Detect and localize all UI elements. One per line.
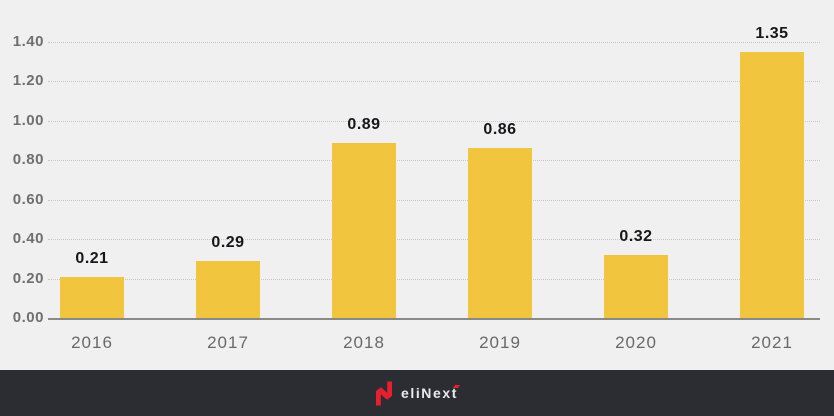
bar-value-label: 0.86 [483,121,517,139]
x-axis-line [48,318,820,320]
x-axis-tick-label: 2018 [343,333,385,352]
bar [468,148,532,318]
gridline [48,239,820,241]
bar-value-label: 0.32 [619,227,653,245]
gridline [48,81,820,83]
x-axis-tick-label: 2020 [615,333,657,352]
y-axis-tick-label: 0.00 [12,309,44,326]
bar [332,142,396,318]
logo-text-main: eliNex [400,385,452,401]
y-axis-tick-label: 1.20 [12,72,44,90]
y-axis-tick-label: 1.40 [12,33,44,50]
gridline [48,120,820,122]
bar [604,254,668,318]
bar-value-label: 0.21 [75,249,109,267]
x-axis-tick-label: 2021 [751,333,793,352]
bar-value-label: 0.29 [211,233,245,251]
gridline [48,278,820,280]
footer-bar: eliNext [0,370,834,416]
y-axis-tick-label: 0.60 [12,190,44,208]
logo-text-accented-letter: t [451,385,459,401]
gridline [48,42,820,43]
y-axis-tick-label: 0.40 [12,230,44,248]
bar-value-label: 0.89 [347,115,381,133]
elinext-logo-wordmark: eliNext [401,386,458,400]
bar-value-label: 1.35 [755,24,789,42]
bar-chart: 0.00 0.20 0.40 0.60 0.80 1.00 1.20 1.40 0.21 2016… [12,24,820,352]
gridline [48,160,820,162]
bar [740,51,804,318]
y-axis-tick-label: 0.80 [12,151,44,169]
y-axis-tick-label: 1.00 [12,111,44,129]
x-axis-tick-label: 2019 [479,333,521,352]
x-axis-tick-label: 2017 [207,333,249,352]
bar [60,276,124,318]
y-axis-tick-label: 0.20 [12,269,44,287]
x-axis-tick-label: 2016 [71,333,113,352]
elinext-logo-icon [375,381,392,405]
bar [196,260,260,318]
gridline [48,199,820,201]
